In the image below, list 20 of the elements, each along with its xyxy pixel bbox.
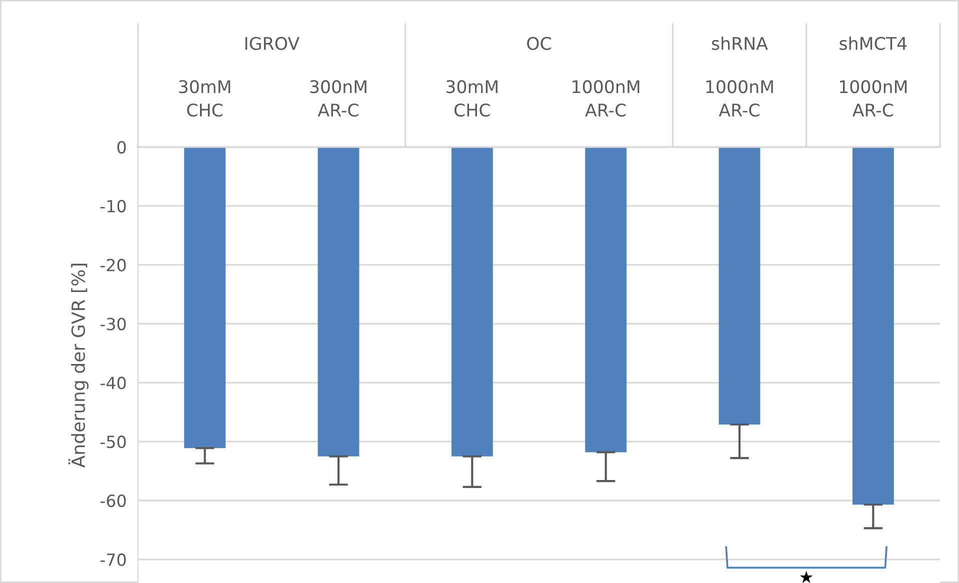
- y-axis-title: Änderung der GVR [%]: [68, 264, 89, 468]
- y-tick-label: -40: [100, 376, 126, 390]
- x-tick-label: 1000nM AR-C: [840, 80, 907, 117]
- y-tick-label: 0: [117, 140, 126, 154]
- x-tick-label: 300nM AR-C: [310, 80, 366, 117]
- x-tick-label: 30mM CHC: [446, 80, 498, 117]
- annotation: ★: [800, 570, 813, 583]
- text: shMCT4: [840, 36, 907, 50]
- y-tick-label: -50: [100, 436, 126, 448]
- x-tick-label: 1000nM AR-C: [572, 80, 640, 117]
- text: OC: [527, 36, 551, 50]
- y-tick-label: -20: [100, 258, 126, 272]
- text: IGROV: [245, 36, 300, 50]
- x-tick-label: 1000nM AR-C: [706, 80, 773, 117]
- y-tick-label: -30: [100, 318, 126, 330]
- text: shRNA: [712, 36, 768, 50]
- y-tick-label: -60: [100, 494, 126, 508]
- y-tick-label: -70: [100, 553, 126, 566]
- x-tick-label: 30mM CHC: [179, 80, 230, 117]
- y-tick-label: -10: [100, 200, 126, 212]
